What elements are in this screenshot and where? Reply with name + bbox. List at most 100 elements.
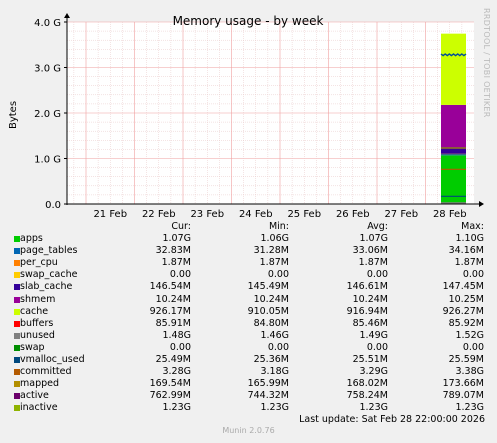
x-tick-label: 22 Feb [142, 209, 176, 220]
legend-swatch [14, 320, 20, 327]
legend-swatch [14, 272, 20, 279]
legend-name: active [20, 390, 49, 402]
legend-avg: 3.29G [359, 366, 388, 378]
legend-row-inactive: inactive 1.23G 1.23G 1.23G 1.23G [12, 402, 485, 414]
legend-cur: 3.28G [162, 366, 191, 378]
legend-max: 1.23G [455, 402, 484, 414]
area-slab_cache [441, 147, 466, 154]
legend-header-min: Min: [268, 221, 289, 232]
y-axis-label: Bytes [8, 101, 19, 129]
legend-cur: 0.00 [169, 269, 191, 281]
legend-max: 3.38G [455, 366, 484, 378]
legend-min: 25.36M [253, 354, 289, 366]
legend-row-apps: apps 1.07G 1.06G 1.07G 1.10G [12, 233, 485, 245]
legend-min: 1.46G [260, 329, 289, 341]
legend-min: 31.28M [253, 245, 289, 257]
legend-name: shmem [20, 293, 56, 305]
legend-cur: 10.24M [155, 293, 191, 305]
x-tick-label: 24 Feb [239, 209, 273, 220]
legend-name: slab_cache [20, 281, 73, 293]
legend-swatch [14, 236, 20, 243]
legend-name: inactive [20, 402, 58, 414]
legend-min: 0.00 [267, 269, 289, 281]
y-tick-label: 4.0 G [34, 18, 61, 29]
legend-avg: 758.24M [346, 390, 388, 402]
legend: Cur: Min: Avg: Max: apps 1.07G 1.06G 1.07G 1… [12, 221, 485, 415]
y-tick-label: 0.0 [45, 200, 61, 211]
legend-max: 1.52G [455, 329, 484, 341]
legend-avg: 146.61M [346, 281, 388, 293]
legend-avg: 1.87M [358, 257, 388, 269]
legend-header: Cur: Min: Avg: Max: [12, 221, 485, 233]
legend-swatch [14, 296, 20, 303]
legend-max: 0.00 [462, 341, 484, 353]
y-tick-label: 1.0 G [34, 155, 61, 166]
legend-name: swap [20, 341, 45, 353]
legend-max: 34.16M [448, 245, 484, 257]
legend-avg: 168.02M [346, 378, 388, 390]
legend-cur: 146.54M [149, 281, 191, 293]
area-per_cpu [441, 153, 466, 155]
line-committed [440, 53, 467, 57]
y-tick-label: 3.0 G [34, 64, 61, 75]
legend-avg: 25.51M [352, 354, 388, 366]
legend-header-avg: Avg: [367, 221, 388, 232]
legend-min: 0.00 [267, 341, 289, 353]
legend-avg: 1.23G [359, 402, 388, 414]
legend-name: apps [20, 233, 43, 245]
legend-row-page-tables: page_tables 32.83M 31.28M 33.06M 34.16M [12, 245, 485, 257]
legend-row-swap: swap 0.00 0.00 0.00 0.00 [12, 342, 485, 354]
legend-cur: 0.00 [169, 341, 191, 353]
legend-row-swap-cache: swap_cache 0.00 0.00 0.00 0.00 [12, 269, 485, 281]
area-buffers [441, 100, 466, 105]
legend-swatch [14, 260, 20, 267]
legend-swatch [14, 381, 20, 388]
legend-cur: 169.54M [149, 378, 191, 390]
legend-max: 147.45M [442, 281, 484, 293]
legend-cur: 1.23G [162, 402, 191, 414]
x-ticks: 21 Feb 22 Feb 23 Feb 24 Feb 25 Feb 26 Feb 27 F… [93, 209, 466, 220]
legend-cur: 32.83M [155, 245, 191, 257]
x-tick-label: 26 Feb [336, 209, 370, 220]
x-axis-arrow [479, 201, 484, 207]
legend-row-committed: committed 3.28G 3.18G 3.29G 3.38G [12, 366, 485, 378]
area-page_tables [441, 153, 466, 156]
legend-min: 744.32M [247, 390, 289, 402]
legend-max: 1.10G [455, 233, 484, 245]
legend-swatch [14, 369, 20, 376]
legend-min: 1.87M [259, 257, 289, 269]
legend-avg: 0.00 [366, 341, 388, 353]
legend-cur: 1.87M [161, 257, 191, 269]
legend-row-unused: unused 1.48G 1.46G 1.49G 1.52G [12, 330, 485, 342]
last-update: Last update: Sat Feb 28 22:00:00 2026 [299, 414, 485, 425]
legend-swatch [14, 308, 20, 315]
x-tick-label: 23 Feb [190, 209, 224, 220]
x-tick-label: 27 Feb [384, 209, 418, 220]
legend-name: vmalloc_used [20, 354, 85, 366]
legend-max: 173.66M [442, 378, 484, 390]
area-cache [441, 104, 466, 148]
legend-avg: 916.94M [346, 305, 388, 317]
legend-max: 926.27M [442, 305, 484, 317]
legend-min: 910.05M [247, 305, 289, 317]
legend-avg: 33.06M [352, 245, 388, 257]
legend-min: 1.06G [260, 233, 289, 245]
legend-avg: 10.24M [352, 293, 388, 305]
legend-min: 84.80M [253, 317, 289, 329]
legend-max: 1.87M [454, 257, 484, 269]
legend-name: cache [20, 305, 49, 317]
y-axis-arrow [64, 13, 70, 18]
area-unused [441, 33, 466, 101]
legend-row-active: active 762.99M 744.32M 758.24M 789.07M [12, 390, 485, 402]
legend-row-vmalloc-used: vmalloc_used 25.49M 25.36M 25.51M 25.59M [12, 354, 485, 366]
legend-swatch [14, 405, 20, 412]
legend-cur: 25.49M [155, 354, 191, 366]
legend-cur: 1.07G [162, 233, 191, 245]
legend-min: 1.23G [260, 402, 289, 414]
legend-name: committed [20, 366, 72, 378]
chart-title: Memory usage - by week [173, 14, 324, 28]
legend-min: 3.18G [260, 366, 289, 378]
legend-row-per-cpu: per_cpu 1.87M 1.87M 1.87M 1.87M [12, 257, 485, 269]
legend-name: buffers [20, 317, 54, 329]
